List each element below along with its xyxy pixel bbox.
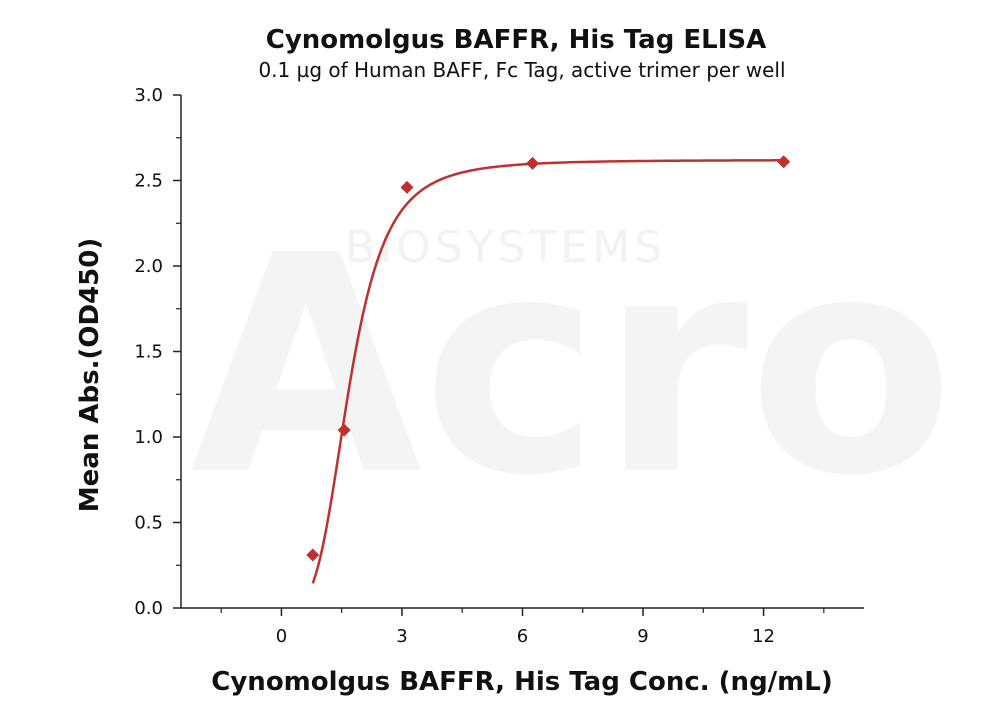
watermark-logo: Acro (190, 192, 954, 541)
y-tick-label: 1.0 (134, 427, 163, 448)
y-tick-label: 0.0 (134, 598, 163, 619)
x-tick-label: 0 (276, 626, 287, 647)
data-point (777, 155, 791, 169)
y-tick-label: 2.0 (134, 256, 163, 277)
x-tick-label: 6 (517, 626, 528, 647)
watermark-tagline: BIOSYSTEMS (345, 222, 666, 273)
y-tick-label: 3.0 (134, 85, 163, 106)
y-tick-label: 2.5 (134, 171, 163, 192)
chart-title: Cynomolgus BAFFR, His Tag ELISA (266, 25, 766, 55)
data-point (526, 156, 540, 170)
fit-curve (311, 159, 784, 584)
data-point (337, 423, 351, 437)
x-ticks: 0 3 6 9 12 (220, 608, 825, 647)
x-tick-label: 3 (396, 626, 407, 647)
chart-subtitle: 0.1 µg of Human BAFF, Fc Tag, active tri… (258, 58, 785, 82)
x-tick-label: 12 (752, 626, 775, 647)
x-axis-label: Cynomolgus BAFFR, His Tag Conc. (ng/mL) (211, 667, 832, 697)
y-tick-label: 0.5 (134, 513, 163, 534)
y-tick-label: 1.5 (134, 342, 163, 363)
fit-curves (311, 159, 784, 584)
data-point (306, 548, 320, 562)
x-tick-label: 9 (637, 626, 648, 647)
y-ticks: 0.0 0.5 1.0 1.5 2.0 2.5 3.0 (134, 85, 181, 619)
data-point (400, 180, 414, 194)
data-points (306, 155, 791, 562)
watermark: Acro BIOSYSTEMS (190, 192, 954, 541)
y-axis-label: Mean Abs.(OD450) (75, 238, 105, 512)
